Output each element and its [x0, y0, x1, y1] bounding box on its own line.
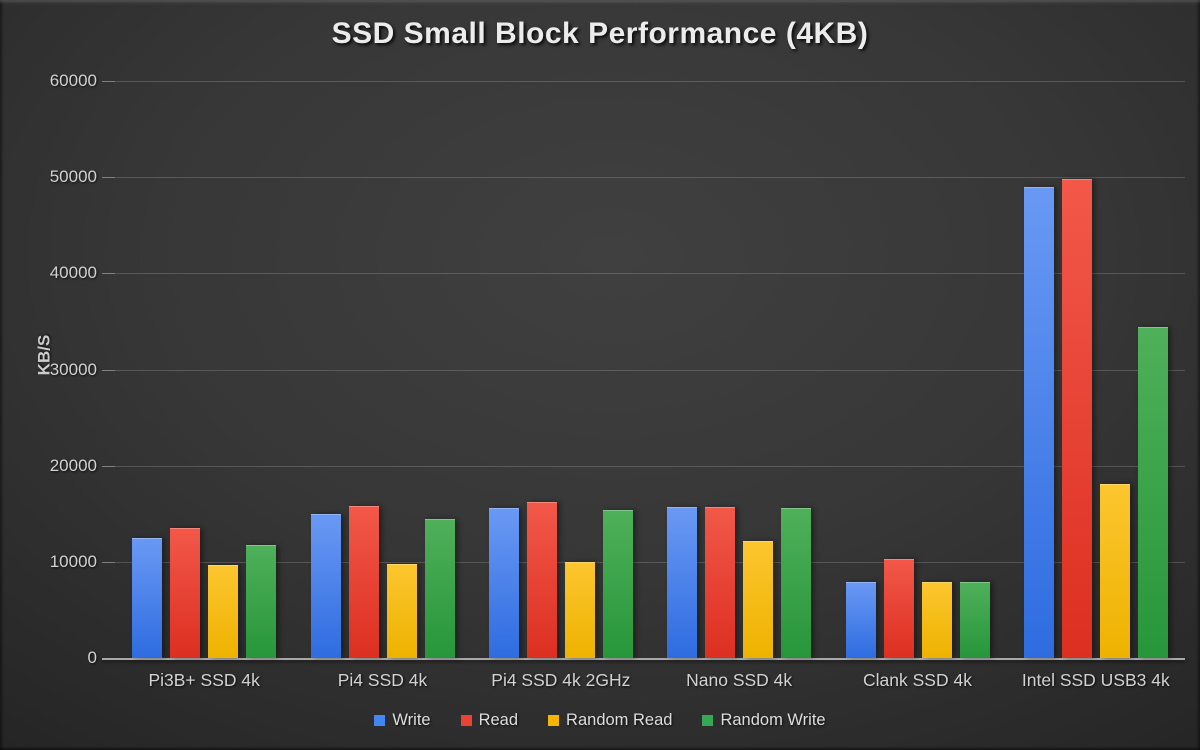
legend-marker-icon	[460, 715, 472, 726]
y-tick-label-60000: 60000	[49, 71, 97, 90]
bar-write-clank-ssd-4k	[845, 582, 876, 658]
bar-random-write-nano-ssd-4k	[781, 507, 812, 658]
bar-random-read-intel-ssd-usb3-4k	[1099, 483, 1130, 658]
y-tick-10000	[102, 561, 115, 563]
bar-write-pi4-ssd-4k	[310, 513, 341, 658]
x-label-clank-ssd-4k: Clank SSD 4k	[863, 670, 972, 690]
legend-item-random-read: Random Read	[548, 711, 672, 730]
legend-item-read: Read	[460, 711, 519, 730]
gridline-10000	[115, 561, 1185, 563]
legend-label: Random Read	[566, 711, 673, 729]
x-label-nano-ssd-4k: Nano SSD 4k	[686, 670, 793, 690]
legend-marker-icon	[702, 715, 714, 726]
bar-read-clank-ssd-4k	[883, 558, 914, 658]
y-tick-label-50000: 50000	[49, 167, 97, 187]
top-sheen-highlight	[0, 0, 1200, 5]
plot-area: 0 10000 20000 30000 40000 50000 60000	[50, 71, 1185, 667]
bar-read-nano-ssd-4k	[705, 507, 736, 658]
chart-title: SSD Small Block Performance (4KB)	[331, 17, 869, 50]
legend-item-write: Write	[374, 711, 431, 730]
x-label-intel-ssd-usb3-4k: Intel SSD USB3 4k	[1021, 670, 1170, 690]
legend-item-random-write: Random Write	[702, 711, 826, 730]
bar-read-intel-ssd-usb3-4k	[1061, 179, 1092, 658]
y-tick-label-40000: 40000	[49, 263, 97, 283]
x-label-pi3b-ssd-4k: Pi3B+ SSD 4k	[148, 670, 260, 690]
y-tick-20000	[102, 465, 115, 467]
bar-random-write-clank-ssd-4k	[959, 582, 990, 658]
legend-marker-icon	[548, 715, 560, 726]
bar-write-nano-ssd-4k	[667, 507, 698, 658]
bar-random-write-pi3b-ssd-4k	[246, 544, 277, 658]
bar-random-read-clank-ssd-4k	[921, 582, 952, 658]
y-tick-label-20000: 20000	[49, 455, 97, 475]
y-tick-40000	[102, 273, 115, 275]
bar-random-read-pi4-ssd-4k-2ghz	[564, 561, 595, 658]
y-tick-label-30000: 30000	[49, 359, 97, 379]
bar-write-intel-ssd-usb3-4k	[1023, 186, 1054, 658]
legend: Write Read Random Read Random Write	[0, 711, 1200, 730]
legend-marker-icon	[374, 715, 386, 726]
gridline-30000	[115, 369, 1185, 371]
gridline-20000	[115, 465, 1185, 467]
gridline-40000	[115, 273, 1185, 275]
y-tick-30000	[102, 369, 115, 371]
x-axis-labels: Pi3B+ SSD 4k Pi4 SSD 4k Pi4 SSD 4k 2GHz Nan…	[115, 670, 1185, 696]
x-label-pi4-ssd-4k: Pi4 SSD 4k	[337, 670, 428, 690]
bar-write-pi4-ssd-4k-2ghz	[488, 507, 519, 658]
y-tick-label-0: 0	[87, 648, 97, 667]
y-tick-label-10000: 10000	[49, 551, 97, 571]
y-tick-60000	[102, 81, 115, 82]
legend-label: Random Write	[720, 711, 826, 729]
y-tick-50000	[102, 177, 115, 179]
gridline-60000	[115, 81, 1185, 82]
gridline-50000	[115, 177, 1185, 179]
x-axis-baseline	[102, 658, 1185, 660]
bar-read-pi3b-ssd-4k	[170, 528, 201, 658]
bar-random-write-pi4-ssd-4k-2ghz	[602, 509, 633, 658]
legend-label: Read	[478, 711, 519, 729]
bar-read-pi4-ssd-4k	[348, 506, 379, 658]
bar-random-write-intel-ssd-usb3-4k	[1137, 327, 1168, 658]
x-label-pi4-ssd-4k-2ghz: Pi4 SSD 4k 2GHz	[491, 670, 631, 690]
bar-random-write-pi4-ssd-4k	[424, 518, 455, 658]
bar-write-pi3b-ssd-4k	[132, 537, 163, 658]
legend-label: Write	[392, 711, 431, 729]
bar-read-pi4-ssd-4k-2ghz	[526, 502, 557, 658]
bar-random-read-nano-ssd-4k	[743, 540, 774, 658]
bar-random-read-pi3b-ssd-4k	[208, 564, 239, 658]
bar-random-read-pi4-ssd-4k	[386, 563, 417, 658]
